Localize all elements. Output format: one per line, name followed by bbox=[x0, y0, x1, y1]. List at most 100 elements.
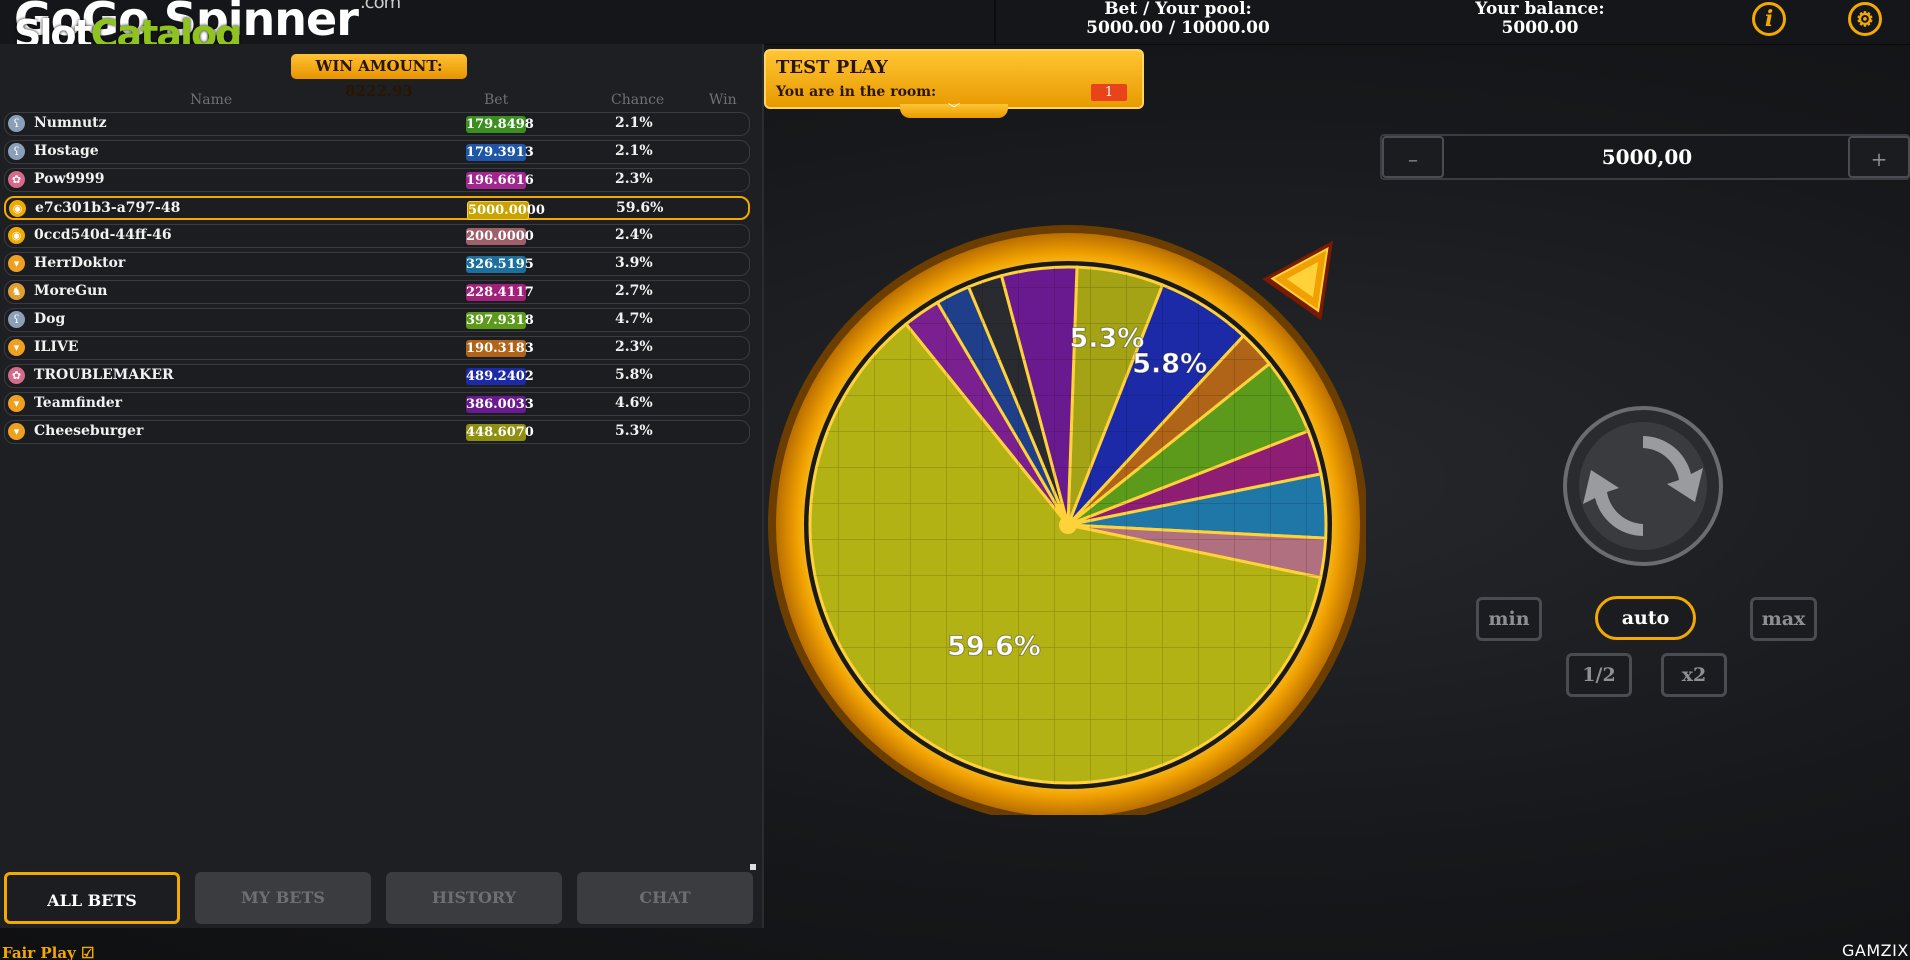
fox-avatar-icon: ▾ bbox=[8, 339, 25, 356]
bet-pool-display: Bet / Your pool: 5000.00 / 10000.00 bbox=[1060, 0, 1296, 38]
min-bet-button[interactable]: min bbox=[1476, 597, 1542, 641]
max-bet-button[interactable]: max bbox=[1750, 597, 1817, 641]
bet-row: ▾ Teamfinder 386.0033 4.6% bbox=[4, 392, 750, 416]
tab-chat[interactable]: CHAT bbox=[577, 872, 753, 924]
player-name: e7c301b3-a797-48 bbox=[35, 200, 181, 216]
provider-logo: GAMZIX bbox=[1842, 941, 1909, 960]
wheel-segment-label: 5.8% bbox=[1132, 348, 1207, 379]
refresh-icon bbox=[1583, 436, 1703, 536]
player-name: ILIVE bbox=[34, 339, 79, 355]
player-chance: 2.7% bbox=[615, 283, 653, 299]
bet-row: ▾ ILIVE 190.3183 2.3% bbox=[4, 336, 750, 360]
win-amount-badge: WIN AMOUNT: 8222.93 bbox=[291, 54, 467, 100]
player-name: 0ccd540d-44ff-46 bbox=[34, 227, 172, 243]
bet-amount-value[interactable]: 5000,00 bbox=[1601, 145, 1693, 169]
player-chance: 5.8% bbox=[615, 367, 653, 383]
player-bet: 386.0033 bbox=[466, 396, 534, 413]
player-chance: 4.7% bbox=[615, 311, 653, 327]
player-chance: 2.4% bbox=[615, 227, 653, 243]
settings-button[interactable]: ⚙ bbox=[1848, 2, 1882, 36]
fox-avatar-icon: ▾ bbox=[8, 255, 25, 272]
player-bet: 5000.0000 bbox=[467, 201, 545, 220]
bet-row: ▾ Cheeseburger 448.6070 5.3% bbox=[4, 420, 750, 444]
bets-list: ʕ Numnutz 179.8498 2.1% ʕ Hostage 179.3913 2.1%… bbox=[0, 112, 752, 448]
chevron-down-icon: ﹀ bbox=[947, 102, 960, 116]
player-chance: 2.1% bbox=[615, 115, 653, 131]
player-bet: 489.2402 bbox=[466, 368, 534, 385]
wheel-hub bbox=[1059, 516, 1077, 534]
balance-display: Your balance: 5000.00 bbox=[1460, 0, 1620, 38]
decrease-bet-button[interactable]: – bbox=[1382, 136, 1444, 178]
bet-row: ✿ Pow9999 196.6616 2.3% bbox=[4, 168, 750, 192]
room-count-badge: 1 bbox=[1091, 84, 1127, 101]
gear-icon: ⚙ bbox=[1856, 7, 1874, 31]
wheel-segment-label: 59.6% bbox=[947, 631, 1041, 662]
banner-expand-toggle[interactable]: ﹀ bbox=[900, 102, 1008, 118]
test-play-banner: TEST PLAY You are in the room: 1 bbox=[764, 49, 1144, 109]
column-header-name: Name bbox=[190, 92, 233, 108]
bet-pool-value: 5000.00 / 10000.00 bbox=[1086, 18, 1270, 38]
balance-value: 5000.00 bbox=[1501, 18, 1579, 38]
person-avatar-icon: ◉ bbox=[9, 200, 26, 217]
game-logo: GoGo Spinner .com bbox=[14, 0, 401, 46]
wheel-segment-label: 5.3% bbox=[1069, 323, 1144, 354]
info-button[interactable]: i bbox=[1752, 2, 1786, 36]
player-bet: 228.4117 bbox=[466, 284, 534, 301]
bet-stepper: – 5000,00 + bbox=[1380, 134, 1910, 180]
balance-label: Your balance: bbox=[1475, 0, 1605, 19]
octopus-avatar-icon: ✿ bbox=[8, 171, 25, 188]
room-label: You are in the room: bbox=[776, 84, 937, 100]
player-chance: 5.3% bbox=[615, 423, 653, 439]
octopus-avatar-icon: ✿ bbox=[8, 367, 25, 384]
player-name: Dog bbox=[34, 311, 66, 327]
info-icon: i bbox=[1764, 6, 1774, 32]
tab-my-bets[interactable]: MY BETS bbox=[195, 872, 371, 924]
bet-row: ʕ Numnutz 179.8498 2.1% bbox=[4, 112, 750, 136]
player-bet: 326.5195 bbox=[466, 256, 534, 273]
player-chance: 2.3% bbox=[615, 339, 653, 355]
player-bet: 200.0000 bbox=[466, 228, 534, 245]
bet-row: ◉ 0ccd540d-44ff-46 200.0000 2.4% bbox=[4, 224, 750, 248]
bear-avatar-icon: ʕ bbox=[8, 115, 25, 132]
bear-avatar-icon: ʕ bbox=[8, 311, 25, 328]
logo-text: GoGo Spinner bbox=[14, 0, 359, 46]
bets-panel: WIN AMOUNT: 8222.93 Name Bet Chance Win … bbox=[0, 44, 764, 928]
player-bet: 397.9318 bbox=[466, 312, 534, 329]
increase-bet-button[interactable]: + bbox=[1848, 136, 1910, 178]
auto-bet-button[interactable]: auto bbox=[1595, 596, 1696, 640]
player-name: Cheeseburger bbox=[34, 423, 144, 439]
half-bet-button[interactable]: 1/2 bbox=[1566, 653, 1632, 697]
player-name: Teamfinder bbox=[34, 395, 123, 411]
player-chance: 2.1% bbox=[615, 143, 653, 159]
player-name: TROUBLEMAKER bbox=[34, 367, 174, 383]
bet-pool-label: Bet / Your pool: bbox=[1104, 0, 1252, 19]
spin-button[interactable] bbox=[1563, 406, 1723, 566]
player-name: HerrDoktor bbox=[34, 255, 126, 271]
person-avatar-icon: ◉ bbox=[8, 227, 25, 244]
spinner-wheel: 5.3%5.8% 59.6% bbox=[768, 225, 1366, 815]
player-name: Hostage bbox=[34, 143, 99, 159]
player-chance: 4.6% bbox=[615, 395, 653, 411]
player-bet: 448.6070 bbox=[466, 424, 534, 441]
giraffe-avatar-icon: ♞ bbox=[8, 283, 25, 300]
player-chance: 3.9% bbox=[615, 255, 653, 271]
scrollbar[interactable] bbox=[750, 864, 756, 870]
bear-avatar-icon: ʕ bbox=[8, 143, 25, 160]
player-chance: 59.6% bbox=[616, 200, 664, 216]
player-bet: 179.3913 bbox=[466, 144, 534, 161]
fox-avatar-icon: ▾ bbox=[8, 395, 25, 412]
top-bar: GoGo Spinner .com SlotCatalog Bet / Your … bbox=[0, 0, 1910, 56]
fair-play-link[interactable]: Fair Play ☑ bbox=[2, 944, 95, 960]
column-header-win: Win bbox=[709, 92, 737, 108]
logo-suffix: .com bbox=[359, 0, 401, 13]
player-name: Pow9999 bbox=[34, 171, 105, 187]
bet-row: ◉ e7c301b3-a797-48 5000.0000 59.6% bbox=[4, 196, 750, 220]
bet-row: ʕ Hostage 179.3913 2.1% bbox=[4, 140, 750, 164]
player-name: MoreGun bbox=[34, 283, 108, 299]
tab-history[interactable]: HISTORY bbox=[386, 872, 562, 924]
top-separator bbox=[994, 0, 996, 44]
double-bet-button[interactable]: x2 bbox=[1661, 653, 1727, 697]
column-header-chance: Chance bbox=[611, 92, 665, 108]
tab-all-bets[interactable]: ALL BETS bbox=[4, 872, 180, 924]
